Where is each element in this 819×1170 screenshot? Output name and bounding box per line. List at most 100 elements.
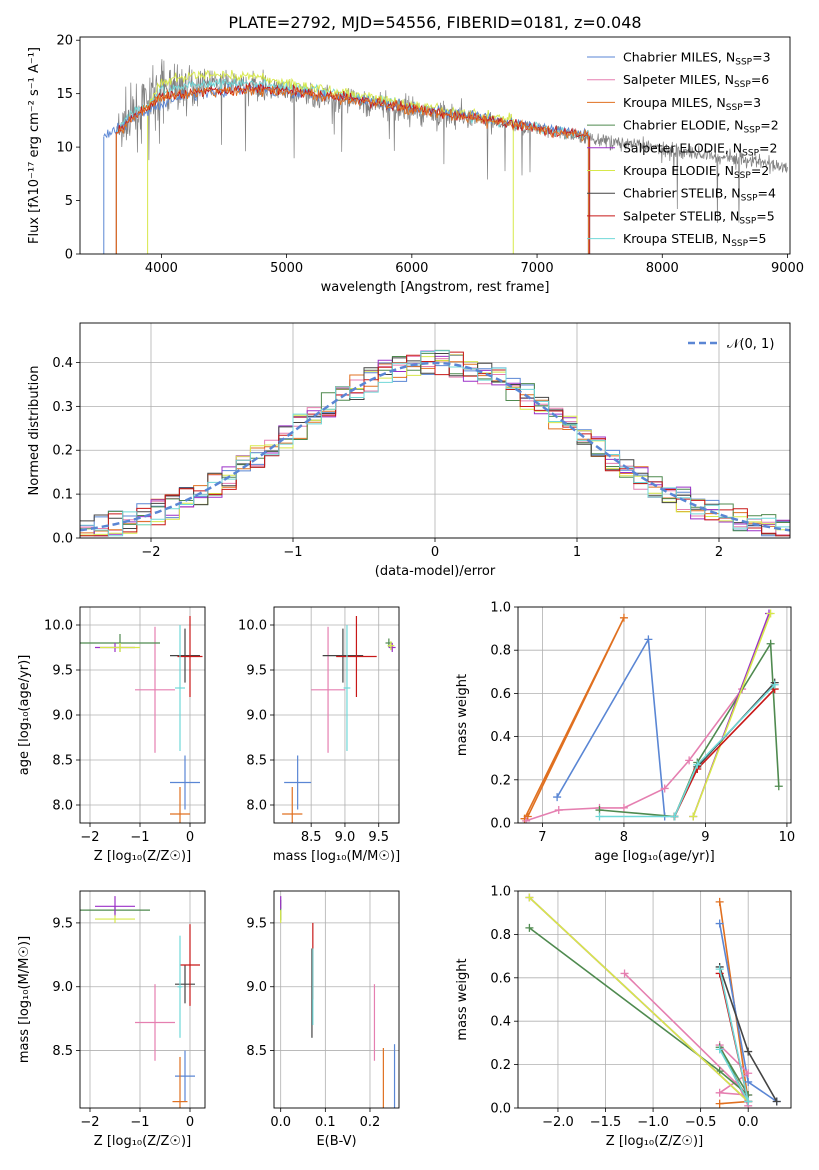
x-tick-label: 10	[779, 830, 796, 845]
data-point-marker	[772, 1097, 781, 1106]
x-tick-label: 2	[715, 545, 723, 560]
data-point-marker	[766, 609, 775, 618]
x-tick-label: −1	[130, 830, 149, 845]
y-tick-label: 9.0	[52, 709, 73, 724]
x-axis-label: (data-model)/error	[375, 564, 496, 579]
axes-age_vs_Z: −2 −1 0 8.0 8.5 9.0 9.5 10.0 Z [log₁₀(Z/Z☉)] age …	[17, 606, 206, 864]
data-point-marker	[744, 1077, 753, 1086]
y-tick-label: 0.2	[490, 1058, 511, 1073]
y-tick-label: 0.3	[52, 400, 73, 415]
data-point-marker	[525, 923, 534, 932]
legend-entry: Chabrier STELIB, NSSP=4	[623, 186, 776, 204]
y-tick-label: 0.0	[490, 817, 511, 832]
axes-age_vs_mass: 8.5 9.0 9.5 8.0 8.5 9.0 9.5 10.0 mass [log₁₀(M/M…	[238, 606, 400, 864]
y-tick-label: 10.0	[238, 619, 267, 634]
legend-entry: Chabrier ELODIE, NSSP=2	[623, 118, 779, 136]
mass-weight-line	[556, 636, 666, 817]
model-spectrum-line	[147, 69, 514, 126]
legend-entry: Salpeter STELIB, NSSP=5	[623, 208, 775, 226]
y-tick-label: 10	[56, 141, 73, 156]
y-tick-label: 0.8	[490, 644, 511, 659]
x-axis-label: age [log₁₀(age/yr)]	[594, 849, 715, 864]
data-point-marker	[689, 812, 698, 821]
plot-area-mass_vs_Z	[80, 896, 200, 1108]
x-tick-label: 8.5	[301, 830, 322, 845]
x-tick-label: 6000	[395, 261, 428, 276]
data-point-marker	[715, 1099, 724, 1108]
data-point-marker	[523, 812, 532, 821]
data-point-marker	[522, 816, 531, 823]
axes-frame	[79, 36, 791, 255]
y-tick-label: 10.0	[44, 619, 73, 634]
y-tick-label: 9.0	[52, 980, 73, 995]
axes-frame	[273, 606, 400, 824]
x-tick-label: 9.0	[335, 830, 356, 845]
x-tick-label: 4000	[145, 261, 178, 276]
legend-entry: Kroupa ELODIE, NSSP=2	[623, 163, 769, 181]
data-point-marker	[744, 1069, 753, 1078]
axes-frame	[273, 890, 400, 1109]
legend-entry: Kroupa MILES, NSSP=3	[623, 95, 761, 113]
x-tick-label: 0	[186, 1115, 194, 1130]
axes-frame	[79, 322, 791, 539]
y-tick-label: 0.6	[490, 971, 511, 986]
legend: 𝒩(0, 1)	[688, 337, 774, 352]
y-axis-label: age [log₁₀(age/yr)]	[17, 655, 32, 776]
plot-area-residual_hist	[80, 349, 790, 537]
axes-frame	[79, 890, 206, 1109]
data-point-marker	[693, 760, 702, 769]
y-axis-label: Normed distribution	[27, 366, 42, 496]
x-axis-label: wavelength [Angstrom, rest frame]	[321, 280, 550, 295]
x-tick-label: 0.0	[738, 1115, 759, 1130]
x-tick-label: 9	[701, 830, 709, 845]
y-tick-label: 0.4	[490, 730, 511, 745]
y-tick-label: 0.4	[52, 356, 73, 371]
y-tick-label: 9.0	[246, 980, 267, 995]
x-tick-label: 0	[186, 830, 194, 845]
legend: Chabrier MILES, NSSP=3 Salpeter MILES, NS…	[587, 50, 779, 249]
x-tick-label: 0.1	[315, 1115, 336, 1130]
x-tick-label: −2	[141, 545, 160, 560]
data-point-marker	[554, 806, 563, 815]
observed-spectrum-line	[115, 59, 788, 224]
x-tick-label: 7000	[521, 261, 554, 276]
data-point-marker	[715, 919, 724, 928]
legend-entry: Kroupa STELIB, NSSP=5	[623, 231, 767, 249]
data-point-marker	[774, 782, 783, 791]
data-point-marker	[715, 965, 724, 974]
y-tick-label: 0	[65, 248, 73, 263]
y-tick-label: 0.0	[52, 532, 73, 547]
axes-spectrum: 4000 5000 6000 7000 8000 9000 0 5 10 15 20 waveleng…	[27, 34, 804, 295]
y-tick-label: 20	[56, 34, 73, 49]
y-tick-label: 8.5	[246, 754, 267, 769]
y-tick-label: 0.6	[490, 687, 511, 702]
x-tick-label: 8	[620, 830, 628, 845]
data-point-marker	[770, 680, 779, 689]
y-tick-label: 9.5	[246, 664, 267, 679]
normal-reference-curve	[80, 361, 790, 532]
y-tick-label: 9.5	[52, 916, 73, 931]
y-tick-label: 9.5	[246, 916, 267, 931]
legend-entry: Chabrier MILES, NSSP=3	[623, 50, 771, 68]
data-point-marker	[553, 793, 562, 802]
legend-entry: Salpeter ELODIE, NSSP=2	[623, 140, 777, 158]
y-tick-label: 8.0	[246, 799, 267, 814]
data-point-marker	[715, 897, 724, 906]
plot-area-spectrum	[103, 59, 788, 254]
plot-area-massweight_vs_Z	[525, 893, 781, 1108]
y-tick-label: 0.2	[52, 444, 73, 459]
x-tick-label: 7	[538, 830, 546, 845]
mass-weight-line	[599, 641, 780, 818]
y-tick-label: 1.0	[490, 601, 511, 616]
data-point-marker	[744, 1047, 753, 1056]
axes-frame	[517, 606, 792, 824]
x-tick-label: 0.2	[360, 1115, 381, 1130]
data-point-marker	[644, 635, 653, 644]
data-point-marker	[685, 756, 694, 765]
y-tick-label: 8.5	[52, 754, 73, 769]
x-axis-label: mass [log₁₀(M/M☉)]	[273, 849, 400, 864]
data-point-marker	[619, 803, 628, 812]
model-spectrum-line	[115, 78, 590, 141]
mass-weight-line	[525, 688, 743, 822]
y-tick-label: 8.5	[52, 1044, 73, 1059]
